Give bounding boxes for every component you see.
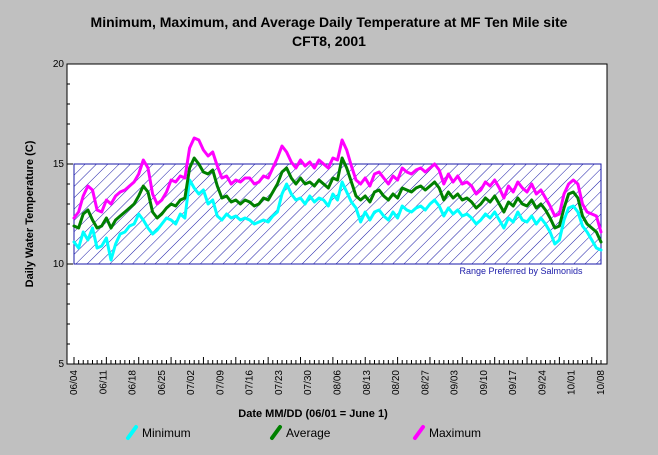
- legend-label-maximum: Maximum: [429, 426, 481, 440]
- x-tick-label: 07/30: [303, 370, 314, 395]
- chart-title: Minimum, Maximum, and Average Daily Temp…: [91, 14, 568, 30]
- x-tick-label: 07/23: [274, 370, 285, 395]
- y-tick-label: 5: [58, 359, 64, 370]
- x-tick-label: 08/27: [420, 370, 431, 395]
- x-tick-label: 08/13: [362, 370, 373, 395]
- x-tick-label: 09/17: [508, 370, 519, 395]
- legend-swatch-average: [270, 425, 282, 440]
- x-tick-label: 06/04: [69, 370, 80, 395]
- band-label: Range Preferred by Salmonids: [459, 266, 583, 276]
- x-tick-label: 09/03: [450, 370, 461, 395]
- series-line-minimum: [72, 178, 603, 262]
- legend-label-average: Average: [286, 426, 331, 440]
- x-tick-label: 06/18: [128, 370, 139, 395]
- x-tick-label: 10/01: [567, 370, 578, 395]
- x-tick-label: 07/09: [215, 370, 226, 395]
- x-tick-label: 07/02: [186, 370, 197, 395]
- series-line-average: [72, 156, 603, 244]
- chart-subtitle: CFT8, 2001: [292, 33, 366, 49]
- x-axis: 06/04 06/11 06/18 06/25 07/02 07/09 07/16 07/23…: [69, 357, 607, 395]
- x-tick-label: 09/24: [537, 370, 548, 395]
- series-lines: [72, 136, 603, 262]
- y-tick-label: 10: [53, 259, 65, 270]
- y-axis: 5 10 15 20: [53, 59, 73, 370]
- x-tick-label: 09/10: [479, 370, 490, 395]
- x-tick-label: 08/20: [391, 370, 402, 395]
- y-tick-label: 15: [53, 159, 65, 170]
- x-tick-label: 06/25: [157, 370, 168, 395]
- y-tick-label: 20: [53, 59, 65, 70]
- x-tick-label: 07/16: [245, 370, 256, 395]
- legend-label-minimum: Minimum: [142, 426, 191, 440]
- legend-swatch-minimum: [126, 425, 138, 440]
- x-axis-title: Date MM/DD (06/01 = June 1): [238, 408, 388, 420]
- legend: Minimum Average Maximum: [126, 425, 481, 440]
- x-tick-label: 08/06: [333, 370, 344, 395]
- legend-swatch-maximum: [413, 425, 425, 440]
- y-axis-title: Daily Water Temperature (C): [24, 140, 36, 287]
- series-line-maximum: [72, 136, 603, 234]
- x-tick-label: 10/08: [596, 370, 607, 395]
- x-tick-label: 06/11: [98, 370, 109, 395]
